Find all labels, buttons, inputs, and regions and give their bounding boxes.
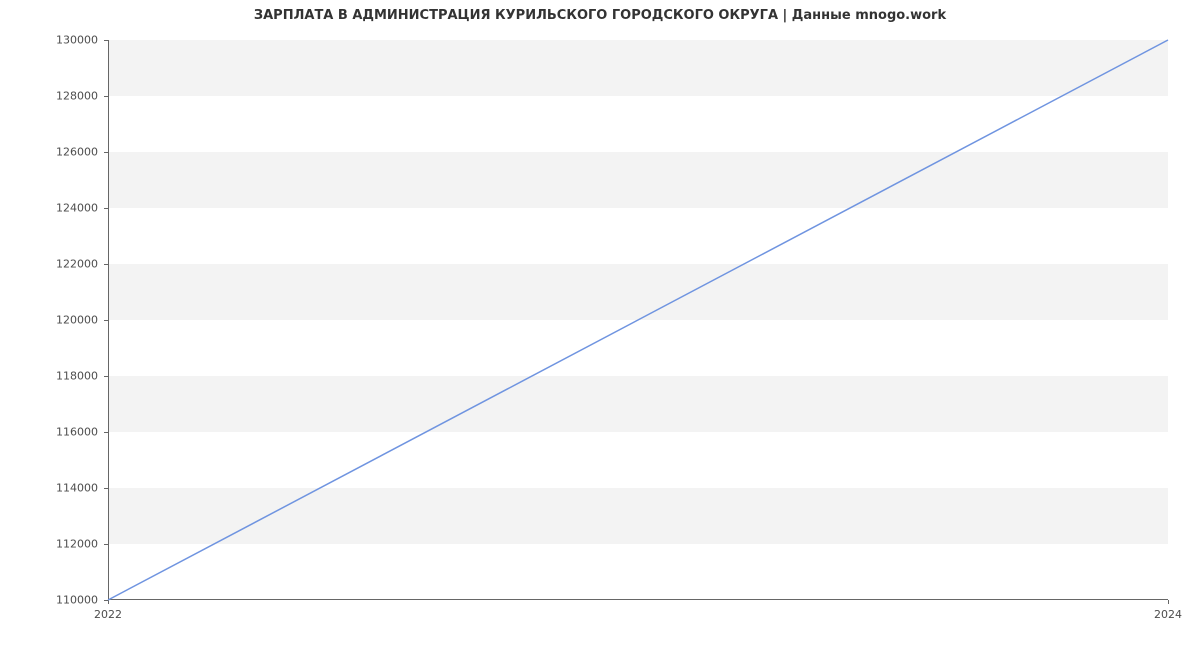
y-tick-label: 124000 [56,202,98,215]
y-tick-label: 128000 [56,90,98,103]
y-tick-label: 116000 [56,426,98,439]
y-tick-label: 114000 [56,482,98,495]
y-tick-label: 130000 [56,34,98,47]
plot-area: 1100001120001140001160001180001200001220… [108,40,1168,600]
series-line-salary [108,40,1168,600]
x-tick-mark [1168,600,1169,604]
series-layer [108,40,1168,600]
y-tick-label: 118000 [56,370,98,383]
y-tick-label: 110000 [56,594,98,607]
chart-title: ЗАРПЛАТА В АДМИНИСТРАЦИЯ КУРИЛЬСКОГО ГОР… [0,8,1200,23]
y-tick-label: 120000 [56,314,98,327]
y-tick-label: 112000 [56,538,98,551]
x-tick-label: 2024 [1154,608,1182,621]
y-tick-label: 122000 [56,258,98,271]
x-tick-mark [108,600,109,604]
y-tick-label: 126000 [56,146,98,159]
salary-line-chart: ЗАРПЛАТА В АДМИНИСТРАЦИЯ КУРИЛЬСКОГО ГОР… [0,0,1200,650]
x-tick-label: 2022 [94,608,122,621]
